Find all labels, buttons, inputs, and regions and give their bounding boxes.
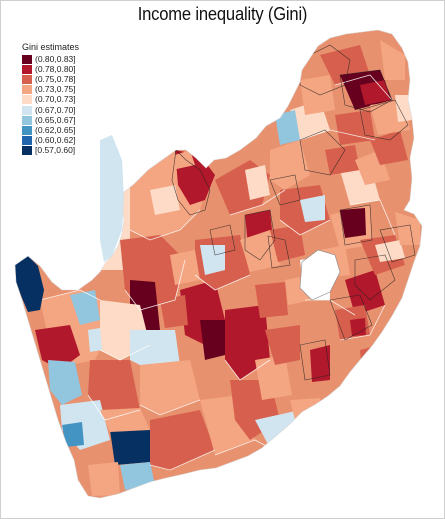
legend-label: (0.73,0.75] (35, 84, 76, 95)
district-borders (39, 74, 396, 471)
legend-label: (0.70,0.73] (35, 94, 76, 105)
legend-item: (0.70,0.73] (22, 95, 122, 105)
legend-item: (0.62,0.65] (22, 125, 122, 135)
legend: Gini estimates (0.80,0.83] (0.78,0.80] (… (22, 42, 122, 156)
legend-label: (0.78,0.80] (35, 63, 76, 74)
legend-label: (0.65,0.67] (35, 114, 76, 125)
legend-title: Gini estimates (22, 42, 80, 52)
legend-swatch (22, 136, 32, 146)
legend-item: (0.65,0.67] (22, 115, 122, 125)
legend-item: (0.73,0.75] (22, 85, 122, 95)
legend-swatch (22, 105, 32, 115)
legend-item: (0.75,0.78] (22, 74, 122, 84)
legend-swatch (22, 95, 32, 105)
legend-swatch (22, 74, 32, 84)
legend-swatch (22, 125, 32, 135)
legend-swatch (22, 115, 32, 125)
legend-item: (0.60,0.62] (22, 136, 122, 146)
legend-label: (0.62,0.65] (35, 124, 76, 135)
legend-swatch (22, 54, 32, 64)
map-title: Income inequality (Gini) (137, 4, 308, 24)
legend-label: [0.57,0.60] (35, 145, 76, 156)
legend-swatch (22, 146, 32, 156)
northern-cape-strip (100, 135, 124, 262)
legend-item: (0.78,0.80] (22, 64, 122, 74)
legend-item: (0.67,0.70] (22, 105, 122, 115)
west-coast-district (15, 256, 44, 312)
lesotho-enclave (299, 249, 341, 301)
legend-item: (0.80,0.83] (22, 54, 122, 64)
legend-swatch (22, 64, 32, 74)
legend-label: (0.60,0.62] (35, 135, 76, 146)
legend-label: (0.75,0.78] (35, 73, 76, 84)
legend-swatch (22, 85, 32, 95)
legend-item: [0.57,0.60] (22, 146, 122, 156)
country-outline (14, 29, 423, 499)
legend-label: (0.67,0.70] (35, 104, 76, 115)
legend-label: (0.80,0.83] (35, 53, 76, 64)
municipal-borders (171, 44, 416, 381)
